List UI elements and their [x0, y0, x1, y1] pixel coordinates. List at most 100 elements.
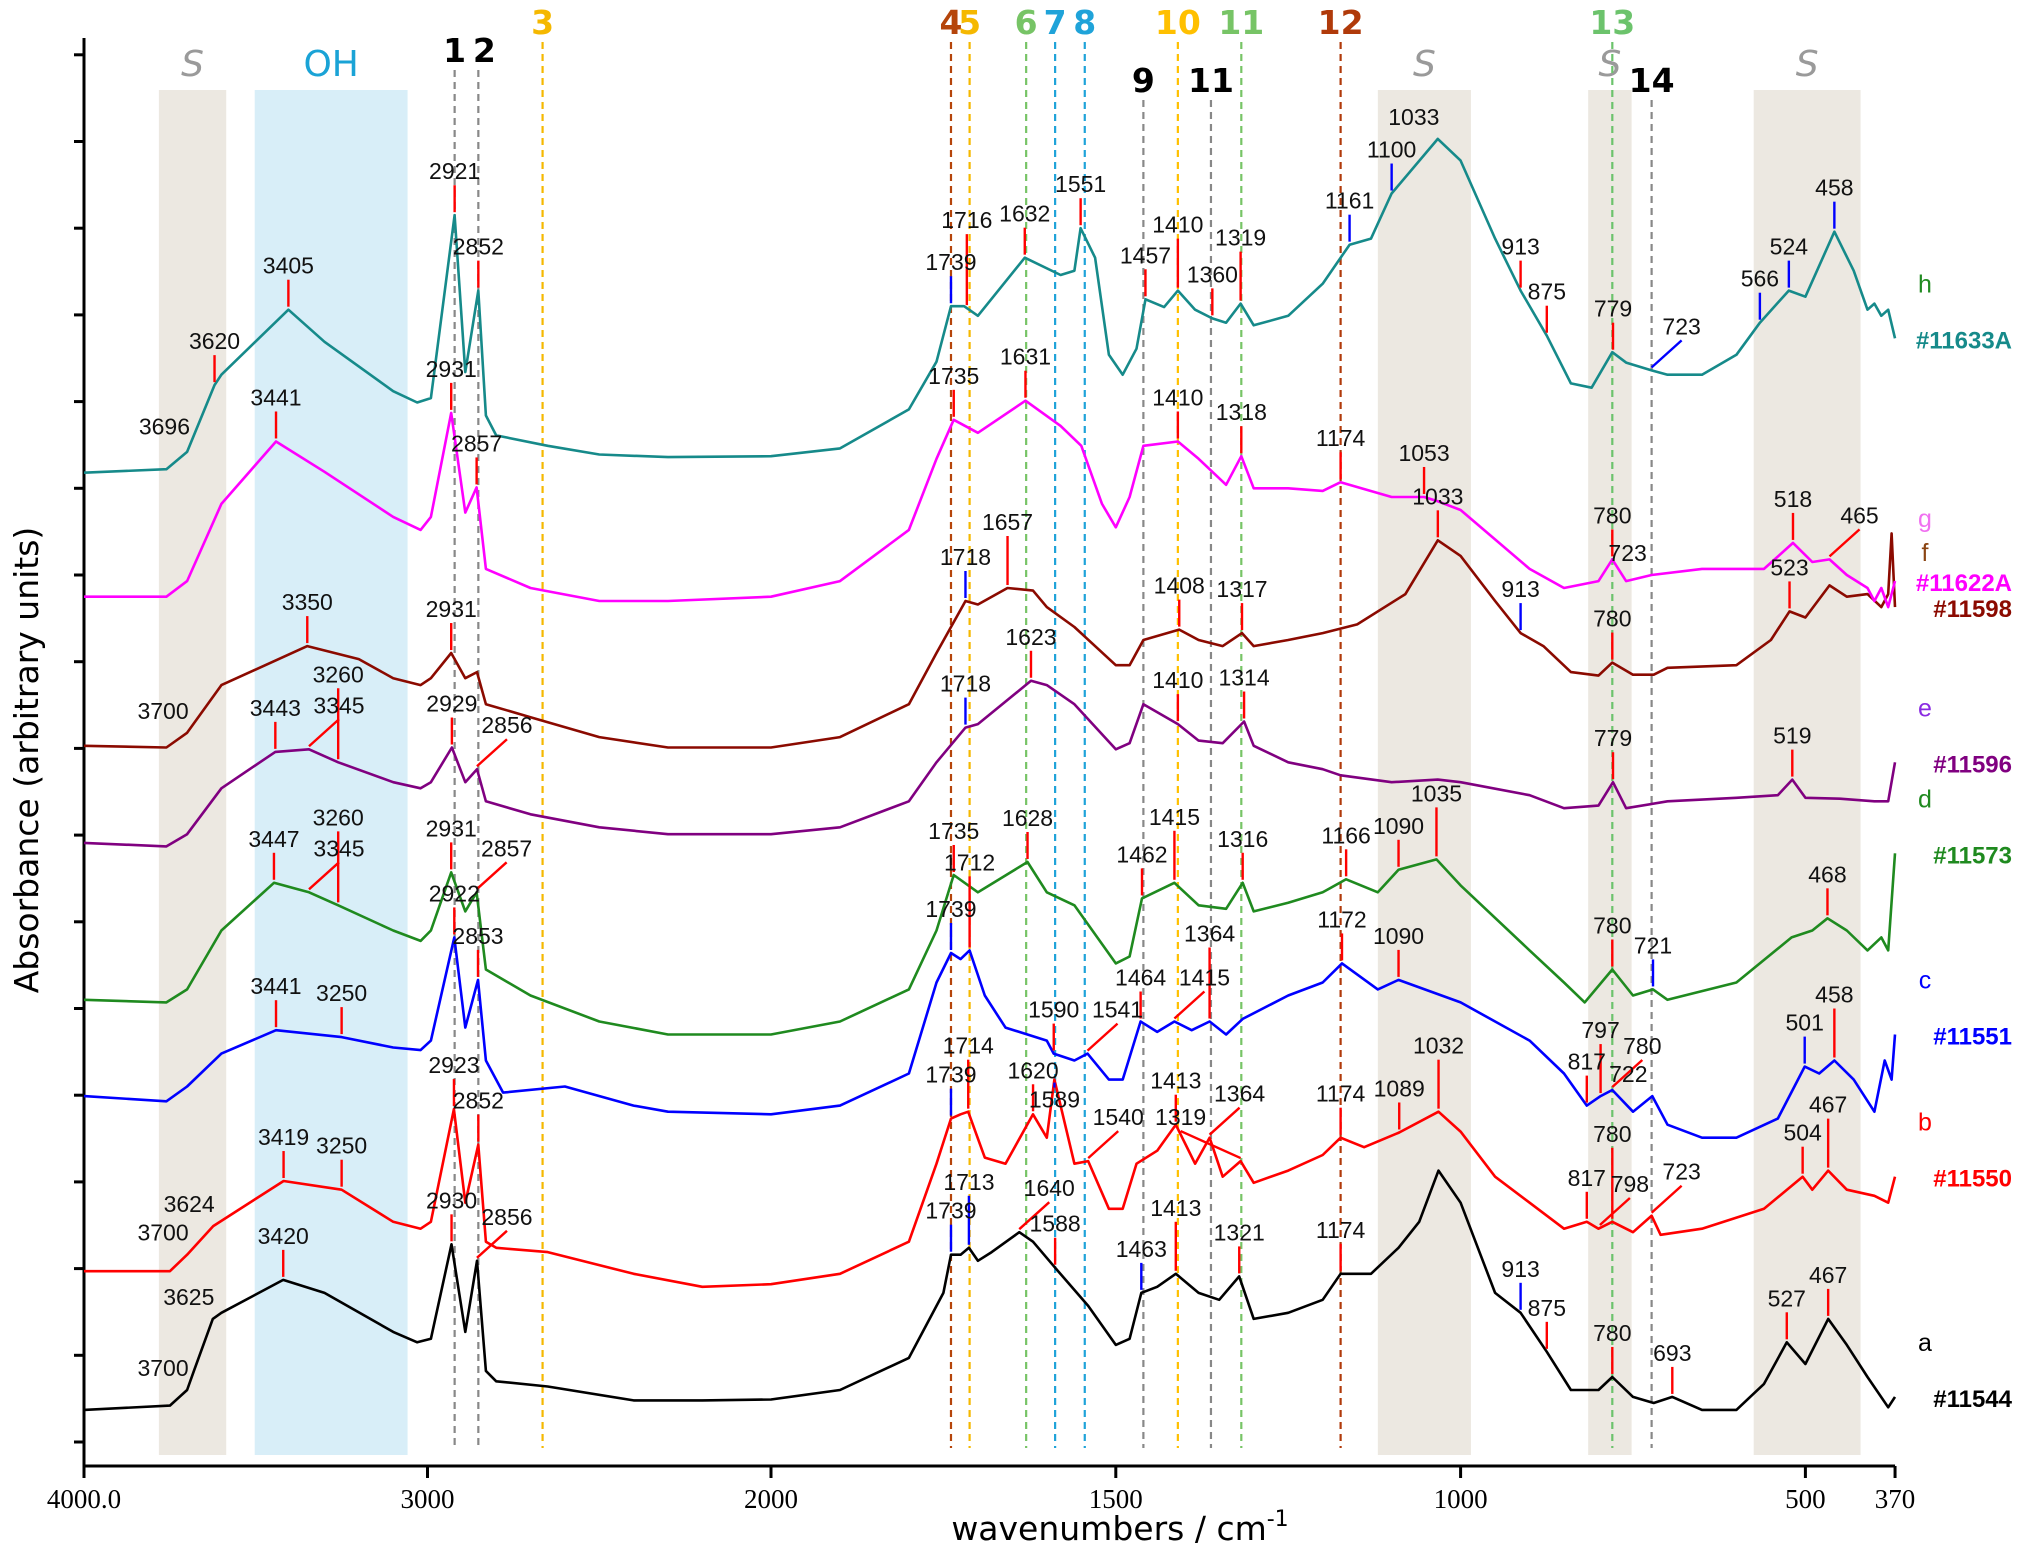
- peak-label: 1657: [982, 509, 1033, 535]
- peak-label: 1410: [1152, 384, 1203, 410]
- y-axis-label: Absorbance (arbitrary units): [7, 527, 46, 994]
- x-tick-label: 1000: [1434, 1484, 1488, 1514]
- peak-marker: [475, 861, 508, 891]
- peak-marker: [308, 861, 340, 891]
- spectrum-line-c: [83, 936, 1897, 1139]
- peak-label: 3345: [313, 835, 364, 861]
- peak-label: 1620: [1007, 1057, 1058, 1083]
- peak-marker: [476, 1229, 508, 1259]
- peak-label: 1413: [1150, 1068, 1201, 1094]
- shaded-regions: S OH S S S: [158, 44, 1861, 1455]
- peak-label: 3420: [258, 1223, 309, 1249]
- region-label: S: [1598, 44, 1621, 85]
- peak-label: 3405: [263, 253, 314, 279]
- peak-label: 1551: [1055, 171, 1106, 197]
- peak-label: 1090: [1373, 923, 1424, 949]
- peak-label: 1590: [1028, 997, 1079, 1023]
- peak-label: 1739: [925, 896, 976, 922]
- peak-label: 465: [1840, 502, 1878, 528]
- peak-label: 1735: [928, 363, 979, 389]
- peak-label: 3447: [248, 826, 299, 852]
- series-id-label: #11596: [1933, 751, 2012, 778]
- peak-label: 2853: [452, 923, 503, 949]
- band-number: 10: [1155, 3, 1201, 42]
- spectrum-line-e: [83, 679, 1897, 848]
- peak-marker: [1611, 1059, 1644, 1088]
- peak-label: 723: [1662, 1159, 1700, 1185]
- series-labels: #11544 a #11550 b #11551 c #11573 d#11596 e #1159…: [1916, 270, 2013, 1413]
- series-id-label: #11551: [1933, 1024, 2012, 1051]
- region-label: OH: [303, 44, 358, 85]
- peak-marker: [1180, 1129, 1242, 1160]
- peak-label: 1166: [1321, 822, 1370, 848]
- series-id-label: #11598: [1933, 596, 2012, 623]
- peak-label: 2922: [429, 880, 480, 906]
- peak-marker: [1018, 1201, 1051, 1231]
- peak-label: 1410: [1152, 212, 1203, 238]
- peak-label: 1628: [1002, 805, 1053, 831]
- peak-label: 2931: [426, 356, 477, 382]
- spectrum-line-a: [83, 1169, 1897, 1412]
- peak-label: 566: [1741, 266, 1779, 292]
- peak-marker: [476, 738, 508, 768]
- band-number: 7: [1044, 3, 1067, 42]
- region-label: S: [181, 44, 204, 85]
- peak-marker: [1650, 339, 1683, 369]
- peak-label: 3250: [316, 980, 367, 1006]
- band-number: 8: [1073, 3, 1096, 42]
- peak-label: 3260: [313, 661, 364, 687]
- peak-label: 3441: [250, 384, 301, 410]
- peak-label: 1410: [1152, 667, 1203, 693]
- peak-label: 3443: [250, 695, 301, 721]
- series-letter-label: a: [1918, 1329, 1932, 1357]
- x-axis-label: wavenumbers / cm-1: [951, 1507, 1288, 1548]
- peak-label: 458: [1815, 175, 1853, 201]
- peak-label: 817: [1568, 1049, 1606, 1075]
- peak-label: 1413: [1150, 1195, 1201, 1221]
- peak-label: 1632: [999, 201, 1050, 227]
- peak-label: 1318: [1216, 399, 1267, 425]
- x-tick-label: 500: [1785, 1484, 1826, 1514]
- peak-label: 3700: [137, 1220, 188, 1246]
- peak-label: 913: [1501, 234, 1539, 260]
- band-number: 14: [1629, 61, 1675, 100]
- peak-label: 1540: [1093, 1104, 1144, 1130]
- peak-label: 780: [1593, 912, 1631, 938]
- peak-label: 1364: [1184, 921, 1235, 947]
- peak-label: 817: [1568, 1165, 1606, 1191]
- peak-label: 2930: [426, 1187, 477, 1213]
- peak-label: 779: [1594, 296, 1632, 322]
- peak-label: 2921: [429, 158, 480, 184]
- series-letter-label: d: [1918, 785, 1932, 813]
- peak-label: 1172: [1317, 906, 1366, 932]
- band-number: 4: [940, 3, 963, 42]
- x-tick-label: 4000.0: [47, 1484, 121, 1514]
- peak-label: 2931: [426, 815, 477, 841]
- series-id-label: #11622A: [1916, 570, 2012, 597]
- x-axis-label-sup: -1: [1267, 1507, 1289, 1532]
- peak-label: 1032: [1413, 1033, 1464, 1059]
- peak-label: 1174: [1316, 1217, 1366, 1243]
- peak-label: 723: [1662, 313, 1700, 339]
- series-letter-label: f: [1922, 539, 1929, 567]
- band-number: 2: [473, 31, 496, 70]
- peak-label: 2856: [481, 1204, 532, 1230]
- peak-label: 2929: [426, 691, 477, 717]
- peak-label: 780: [1593, 606, 1631, 632]
- peak-label: 3624: [164, 1191, 215, 1217]
- peak-label: 524: [1770, 234, 1809, 260]
- peak-label: 3419: [258, 1124, 309, 1150]
- peak-label: 1718: [940, 544, 991, 570]
- peak-label: 1718: [940, 671, 991, 697]
- peak-label: 3350: [282, 589, 333, 615]
- peak-label: 1714: [943, 1033, 994, 1059]
- peak-label: 518: [1774, 486, 1812, 512]
- peak-label: 1589: [1029, 1087, 1080, 1113]
- peak-marker: [1087, 1130, 1120, 1159]
- region-s-band: [158, 90, 227, 1455]
- band-number: 3: [531, 3, 554, 42]
- peak-label: 1464: [1115, 965, 1166, 991]
